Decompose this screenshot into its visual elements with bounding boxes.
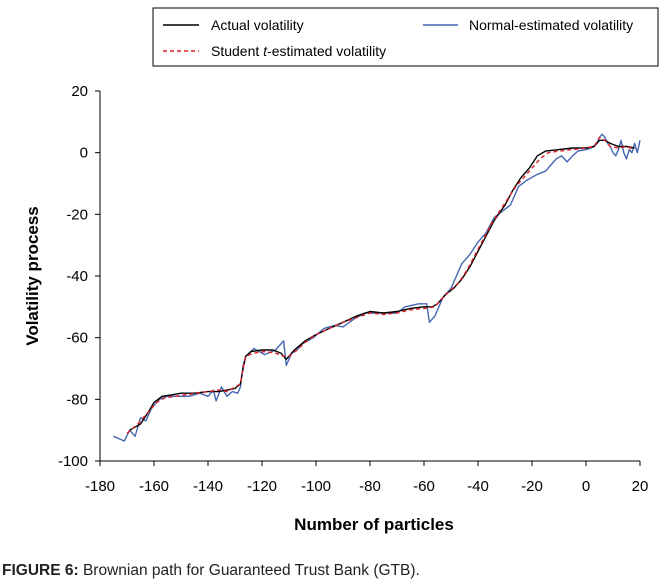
x-tick-label: -160 [139,478,169,495]
x-tick-label: -140 [193,478,223,495]
x-tick-label: -100 [301,478,331,495]
legend: Actual volatility Normal-estimated volat… [152,7,659,67]
y-tick-label: -60 [66,330,88,347]
y-axis-title: Volatility process [23,206,42,346]
x-tick-label: -120 [247,478,277,495]
y-tick-label: -20 [66,206,88,223]
y-ticks: -100 -80 -60 -40 -20 0 20 [58,83,100,470]
x-tick-label: -180 [85,478,115,495]
y-tick-label: -40 [66,268,88,285]
figure-caption-text: Brownian path for Guaranteed Trust Bank … [78,562,420,579]
axes [99,91,640,462]
plot-area [113,133,641,442]
y-tick-label: -100 [58,453,88,470]
series-student-t-line [126,136,635,434]
x-tick-label: -60 [413,478,435,495]
x-tick-label: -80 [359,478,381,495]
x-tick-label: 20 [632,478,649,495]
series-actual-line [129,139,635,431]
x-tick-label: -20 [521,478,543,495]
legend-box [152,7,659,67]
legend-label-actual: Actual volatility [211,17,304,33]
figure-caption-label: FIGURE 6: [2,562,79,579]
x-ticks: -180 -160 -140 -120 -100 -80 -60 -40 -20 0 20 [85,461,648,495]
x-tick-label: 0 [582,478,590,495]
x-tick-label: -40 [467,478,489,495]
y-tick-label: 0 [80,145,88,162]
series-normal-line [113,133,641,442]
y-tick-label: -80 [66,391,88,408]
x-axis-title: Number of particles [294,515,454,534]
legend-label-student: Student t-estimated volatility [211,43,386,59]
figure-caption: FIGURE 6: Brownian path for Guaranteed T… [2,562,420,580]
legend-label-normal: Normal-estimated volatility [469,17,633,33]
chart: -180 -160 -140 -120 -100 -80 -60 -40 -20 0 20 -100… [23,7,659,534]
y-tick-label: 20 [71,83,88,100]
